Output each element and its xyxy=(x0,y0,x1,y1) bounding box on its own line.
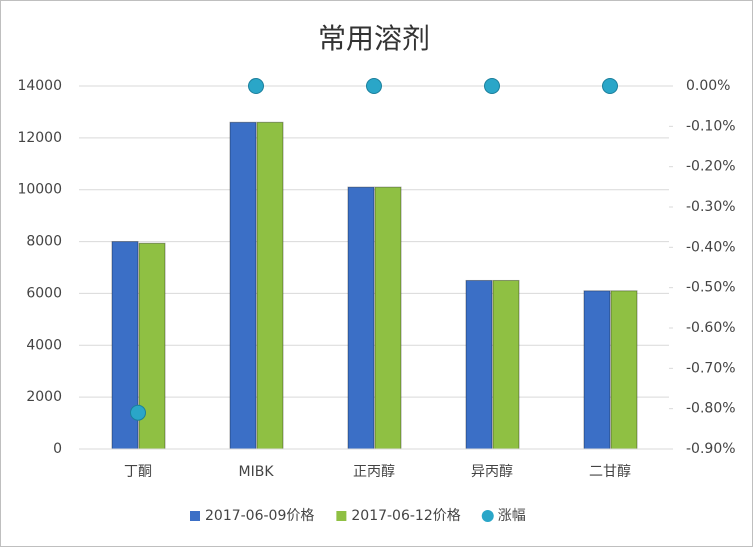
y2-tick-label: -0.50% xyxy=(686,280,736,296)
y-tick-label: 6000 xyxy=(26,285,62,301)
legend-label: 2017-06-12价格 xyxy=(351,508,460,524)
y2-tick-label: -0.80% xyxy=(686,401,736,417)
y2-tick-label: -0.60% xyxy=(686,320,736,336)
legend-symbol xyxy=(481,510,494,522)
marker xyxy=(248,78,264,94)
marker xyxy=(130,404,146,421)
marker xyxy=(484,78,500,94)
y-tick-label: 4000 xyxy=(26,337,62,353)
y2-tick-label: -0.70% xyxy=(686,360,736,376)
y2-tick-label: -0.40% xyxy=(686,239,736,255)
y2-tick-label: -0.30% xyxy=(686,199,736,215)
bar xyxy=(347,186,375,450)
y2-tick-label: -0.20% xyxy=(686,159,736,175)
legend-symbol xyxy=(336,511,347,521)
bar xyxy=(256,121,284,450)
y-tick-label: 8000 xyxy=(26,234,62,250)
x-tick-label: 正丙醇 xyxy=(353,463,395,480)
legend-label: 涨幅 xyxy=(498,508,526,524)
y2-tick-label: -0.90% xyxy=(686,441,736,457)
y-tick-label: 0 xyxy=(53,441,62,457)
legend-label: 2017-06-09价格 xyxy=(205,508,314,524)
y-tick-label: 12000 xyxy=(17,130,62,146)
bar xyxy=(610,290,638,450)
bar xyxy=(492,279,520,450)
marker xyxy=(602,78,618,94)
y2-tick-label: -0.10% xyxy=(686,118,736,134)
marker xyxy=(366,78,382,94)
bar xyxy=(374,186,402,450)
y-tick-label: 10000 xyxy=(17,182,62,198)
x-tick-label: 二甘醇 xyxy=(589,463,631,480)
x-tick-label: MIBK xyxy=(239,464,275,480)
x-tick-label: 丁酮 xyxy=(124,464,152,480)
y2-tick-label: 0.00% xyxy=(686,78,730,94)
chart-title: 常用溶剂 xyxy=(318,22,430,55)
x-tick-label: 异丙醇 xyxy=(471,463,513,480)
bar xyxy=(229,121,257,450)
legend-symbol xyxy=(190,511,200,521)
y-tick-label: 2000 xyxy=(26,389,62,405)
bar xyxy=(583,290,611,450)
bar xyxy=(465,279,493,450)
y-tick-label: 14000 xyxy=(17,78,62,94)
